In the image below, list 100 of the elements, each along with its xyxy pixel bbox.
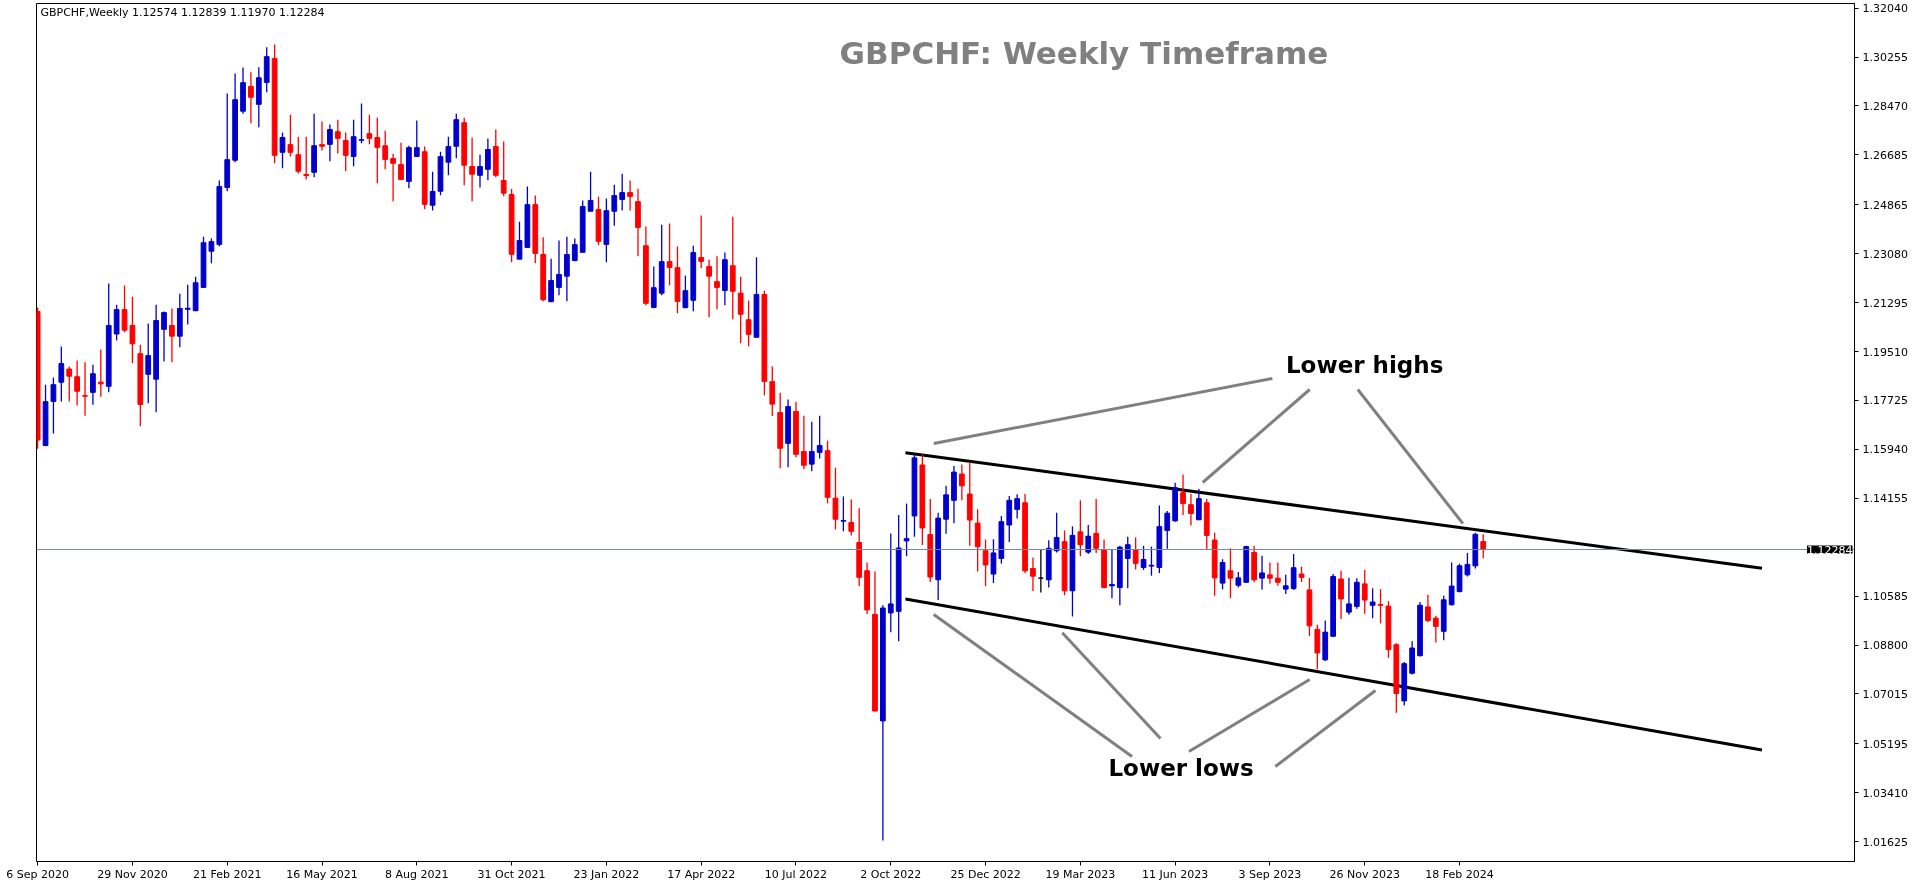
candlestick <box>485 137 491 181</box>
candlestick <box>1346 577 1352 616</box>
candlestick <box>1448 561 1455 607</box>
candlestick <box>366 114 373 145</box>
candlestick <box>1432 615 1439 644</box>
y-tick-label: 1.28470 <box>1862 99 1908 113</box>
candlestick <box>840 495 847 532</box>
candlestick <box>587 171 594 212</box>
candlestick <box>627 179 633 212</box>
candlestick <box>548 257 554 303</box>
y-tick-label: 1.07015 <box>1862 687 1908 701</box>
candlestick <box>1361 569 1368 615</box>
candlestick <box>745 299 752 347</box>
candlestick <box>1274 561 1281 587</box>
candlestick <box>848 498 855 537</box>
candlestick <box>1219 558 1226 591</box>
candlestick <box>82 361 88 417</box>
x-tick-label: 8 Aug 2021 <box>385 867 449 881</box>
candlestick <box>90 364 96 406</box>
x-tick-label: 6 Sep 2020 <box>6 867 69 881</box>
candlestick <box>374 117 381 184</box>
text: GBPCHF: Weekly Timeframe <box>839 34 1329 71</box>
x-tick-label: 26 Nov 2023 <box>1329 867 1400 881</box>
x-tick-label: 18 Feb 2024 <box>1425 867 1494 881</box>
candlestick <box>429 171 436 212</box>
y-tick-label: 1.32040 <box>1862 2 1908 16</box>
candlestick <box>982 538 989 587</box>
candlestick <box>1290 553 1297 591</box>
candlestick <box>390 153 396 202</box>
candlestick <box>801 415 807 471</box>
x-tick-label: 21 Feb 2021 <box>192 867 262 881</box>
candlestick <box>1109 548 1115 599</box>
candlestick <box>1195 488 1202 521</box>
candlestick <box>619 173 626 212</box>
candlestick <box>382 130 389 170</box>
candlestick <box>1053 512 1060 554</box>
candlestick <box>650 265 657 309</box>
candlestick <box>342 131 349 172</box>
candlestick <box>97 348 104 398</box>
candlestick <box>169 307 175 363</box>
x-tick-label: 16 May 2021 <box>286 867 358 881</box>
y-tick-label: 1.10585 <box>1862 590 1908 604</box>
candlestick <box>887 532 894 633</box>
candlestick <box>1030 556 1036 592</box>
candlestick <box>500 140 507 197</box>
candlestick <box>816 415 823 460</box>
candlestick <box>327 123 333 162</box>
candlestick <box>714 255 720 310</box>
y-tick-label: 1.05195 <box>1862 737 1908 751</box>
candlestick <box>556 239 562 296</box>
x-tick-label: 29 Nov 2020 <box>97 867 168 881</box>
candlestick <box>698 214 705 269</box>
y-tick-label: 1.17725 <box>1862 394 1908 408</box>
annotation: GBPCHF,Weekly 1.12574 1.12839 1.11970 1.12284 <box>40 6 325 19</box>
candlestick <box>1259 555 1265 591</box>
y-tick-label: 1.21295 <box>1862 296 1908 310</box>
candlestick <box>706 259 712 318</box>
candlestick <box>58 345 65 403</box>
candlestick <box>808 421 815 472</box>
candlestick <box>184 284 191 326</box>
x-tick-label: 19 Mar 2023 <box>1045 867 1116 881</box>
candlestick <box>1014 493 1021 520</box>
y-tick-label: 1.24865 <box>1862 198 1908 212</box>
candlestick <box>1124 536 1131 589</box>
candlestick <box>974 508 981 573</box>
annotation: Lower highs <box>1285 351 1444 378</box>
candlestick <box>279 131 286 169</box>
candlestick <box>769 365 776 417</box>
candlestick <box>469 136 475 202</box>
candlestick <box>248 71 254 124</box>
candlestick <box>398 142 404 181</box>
candlestick <box>1093 498 1100 554</box>
x-tick-label: 3 Sep 2023 <box>1238 867 1302 881</box>
candlestick <box>1037 548 1044 594</box>
y-tick-label: 1.15940 <box>1862 443 1908 457</box>
y-tick-label: 1.14155 <box>1862 492 1908 506</box>
candlestick <box>1377 588 1384 625</box>
y-tick-label: 1.26685 <box>1862 148 1908 162</box>
candlestick <box>74 359 80 407</box>
candlestick <box>1480 533 1487 559</box>
candlestick <box>477 154 483 189</box>
candlestick <box>66 365 73 403</box>
candlestick <box>350 119 357 167</box>
candlestick <box>161 310 167 363</box>
candlestick <box>358 102 365 144</box>
y-tick-label: 1.19510 <box>1862 345 1908 359</box>
candlestick <box>303 136 310 181</box>
candlestick <box>413 119 420 158</box>
candlestick <box>319 120 325 152</box>
x-tick-label: 31 Oct 2021 <box>477 867 546 881</box>
candlestick <box>682 274 689 309</box>
candlestick <box>1132 536 1139 571</box>
candlestick <box>334 119 341 155</box>
y-tick-label: 1.01625 <box>1862 835 1908 849</box>
candlestick <box>1164 510 1171 550</box>
candlestick <box>737 276 744 344</box>
candlestick <box>958 463 965 501</box>
candlestick <box>1282 574 1289 595</box>
x-tick-label: 2 Oct 2022 <box>860 867 922 881</box>
annotation: Lower lows <box>1108 754 1254 781</box>
